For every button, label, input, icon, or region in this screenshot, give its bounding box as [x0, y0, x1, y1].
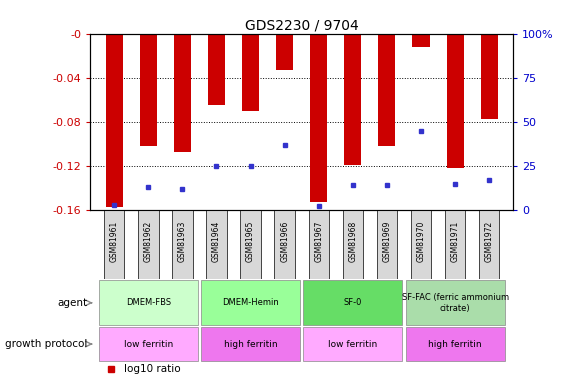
Bar [206, 210, 227, 279]
Bar [140, 34, 157, 146]
Bar [106, 34, 123, 207]
Text: GSM81966: GSM81966 [280, 220, 289, 262]
Text: growth protocol: growth protocol [5, 339, 87, 349]
Bar [378, 34, 395, 146]
Bar [276, 34, 293, 70]
Text: GSM81963: GSM81963 [178, 220, 187, 262]
Bar [343, 210, 363, 279]
Text: low ferritin: low ferritin [124, 340, 173, 349]
Bar [201, 280, 300, 325]
Text: GSM81964: GSM81964 [212, 220, 221, 262]
Bar [411, 210, 431, 279]
Text: GSM81972: GSM81972 [484, 220, 494, 262]
Bar [104, 210, 124, 279]
Bar [308, 210, 329, 279]
Bar [275, 210, 295, 279]
Text: GSM81969: GSM81969 [382, 220, 391, 262]
Bar [99, 280, 198, 325]
Bar [172, 210, 192, 279]
Bar [345, 34, 361, 165]
Bar [377, 210, 397, 279]
Text: GSM81970: GSM81970 [416, 220, 426, 262]
Bar [208, 34, 225, 105]
Text: GSM81961: GSM81961 [110, 220, 119, 262]
Text: agent: agent [57, 298, 87, 308]
Text: DMEM-Hemin: DMEM-Hemin [222, 298, 279, 307]
Bar [242, 34, 259, 111]
Title: GDS2230 / 9704: GDS2230 / 9704 [245, 19, 359, 33]
Bar [303, 280, 402, 325]
Bar [303, 327, 402, 361]
Bar [480, 34, 498, 118]
Bar [445, 210, 465, 279]
Text: SF-0: SF-0 [343, 298, 362, 307]
Bar [174, 34, 191, 152]
Text: GSM81962: GSM81962 [144, 220, 153, 262]
Text: GSM81965: GSM81965 [246, 220, 255, 262]
Text: DMEM-FBS: DMEM-FBS [126, 298, 171, 307]
Bar [201, 327, 300, 361]
Text: high ferritin: high ferritin [224, 340, 278, 349]
Text: GSM81967: GSM81967 [314, 220, 323, 262]
Bar [406, 327, 504, 361]
Bar [240, 210, 261, 279]
Text: high ferritin: high ferritin [429, 340, 482, 349]
Text: low ferritin: low ferritin [328, 340, 377, 349]
Text: GSM81971: GSM81971 [451, 220, 459, 262]
Bar [138, 210, 159, 279]
Text: SF-FAC (ferric ammonium
citrate): SF-FAC (ferric ammonium citrate) [402, 293, 508, 312]
Bar [413, 34, 430, 47]
Bar [479, 210, 500, 279]
Bar [310, 34, 327, 202]
Text: GSM81968: GSM81968 [348, 220, 357, 262]
Bar [447, 34, 463, 168]
Bar [406, 280, 504, 325]
Bar [99, 327, 198, 361]
Text: log10 ratio: log10 ratio [124, 364, 181, 374]
